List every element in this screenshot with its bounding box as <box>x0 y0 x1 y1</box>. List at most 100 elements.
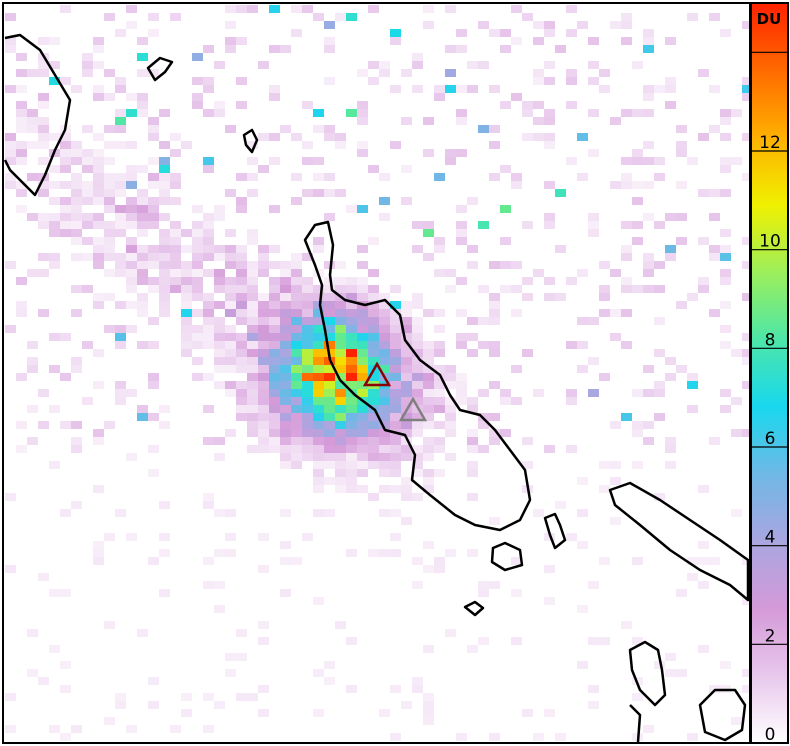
so2-pixel <box>599 461 610 469</box>
colorbar-unit-label: DU <box>757 10 782 28</box>
so2-pixel <box>324 125 335 133</box>
so2-pixel <box>720 253 731 261</box>
so2-pixel <box>434 381 445 389</box>
so2-pixel <box>71 189 82 197</box>
so2-pixel <box>302 381 313 389</box>
so2-pixel <box>16 373 27 381</box>
so2-pixel <box>654 381 665 389</box>
so2-pixel <box>621 277 632 285</box>
so2-pixel <box>280 541 291 549</box>
so2-pixel <box>159 549 170 557</box>
so2-pixel <box>313 109 324 117</box>
coastline-choiseul <box>608 481 750 602</box>
so2-pixel <box>654 85 665 93</box>
so2-pixel <box>423 477 434 485</box>
so2-pixel <box>654 221 665 229</box>
so2-pixel <box>621 285 632 293</box>
so2-pixel <box>324 661 335 669</box>
so2-pixel <box>423 397 434 405</box>
so2-pixel <box>291 261 302 269</box>
so2-pixel <box>357 205 368 213</box>
so2-pixel <box>269 157 280 165</box>
so2-pixel <box>511 5 522 13</box>
so2-pixel <box>500 165 511 173</box>
so2-pixel <box>214 245 225 253</box>
so2-pixel <box>390 549 401 557</box>
so2-pixel <box>335 141 346 149</box>
so2-pixel <box>280 293 291 301</box>
so2-pixel <box>720 661 731 669</box>
so2-pixel <box>104 253 115 261</box>
so2-pixel <box>137 405 148 413</box>
so2-pixel <box>27 365 38 373</box>
so2-pixel <box>49 589 60 597</box>
coastlines <box>3 33 750 743</box>
so2-pixel <box>247 333 258 341</box>
so2-pixel <box>390 285 401 293</box>
so2-pixel <box>324 77 335 85</box>
so2-pixel <box>236 261 247 269</box>
so2-pixel <box>82 397 93 405</box>
so2-pixel <box>291 133 302 141</box>
so2-pixel <box>269 45 280 53</box>
so2-pixel <box>115 117 126 125</box>
so2-pixel <box>60 133 71 141</box>
so2-pixel <box>489 429 500 437</box>
so2-pixel <box>379 413 390 421</box>
so2-pixel <box>181 709 192 717</box>
so2-pixel <box>412 85 423 93</box>
so2-pixel <box>148 157 159 165</box>
so2-pixel <box>60 181 71 189</box>
so2-pixel <box>643 29 654 37</box>
colorbar-tick-label: 8 <box>765 330 776 350</box>
so2-pixel <box>269 365 280 373</box>
so2-pixel <box>731 349 742 357</box>
so2-pixel <box>368 493 379 501</box>
so2-pixel <box>566 341 577 349</box>
so2-pixel <box>104 197 115 205</box>
so2-pixel <box>5 325 16 333</box>
so2-pixel <box>104 421 115 429</box>
colorbar-tick-label: 0 <box>765 725 776 745</box>
so2-pixel <box>522 293 533 301</box>
so2-pixel <box>170 253 181 261</box>
so2-pixel <box>302 445 313 453</box>
so2-pixel <box>5 13 16 21</box>
so2-pixel <box>313 341 324 349</box>
so2-pixel <box>170 181 181 189</box>
so2-pixel <box>346 325 357 333</box>
so2-pixel <box>357 437 368 445</box>
so2-pixel <box>247 381 258 389</box>
so2-pixel <box>434 325 445 333</box>
so2-pixel <box>269 93 280 101</box>
so2-pixel <box>335 453 346 461</box>
so2-pixel <box>599 85 610 93</box>
so2-pixel <box>192 245 203 253</box>
so2-pixel <box>16 141 27 149</box>
so2-pixel <box>291 357 302 365</box>
so2-pixel <box>104 269 115 277</box>
so2-pixel <box>291 421 302 429</box>
so2-pixel <box>38 421 49 429</box>
so2-pixel <box>412 493 423 501</box>
so2-pixel <box>368 301 379 309</box>
so2-pixel <box>302 373 313 381</box>
so2-pixel <box>115 181 126 189</box>
so2-pixel <box>731 509 742 517</box>
so2-pixel <box>82 221 93 229</box>
so2-pixel <box>159 269 170 277</box>
so2-pixel <box>368 373 379 381</box>
so2-pixel <box>302 349 313 357</box>
so2-pixel <box>93 61 104 69</box>
so2-pixel <box>566 389 577 397</box>
so2-pixel <box>522 13 533 21</box>
so2-pixel <box>665 461 676 469</box>
so2-pixel <box>588 77 599 85</box>
so2-pixel <box>445 285 456 293</box>
so2-pixel <box>71 445 82 453</box>
so2-pixel <box>302 397 313 405</box>
so2-pixel <box>258 685 269 693</box>
so2-pixel <box>742 381 753 389</box>
so2-pixel <box>742 357 753 365</box>
so2-pixel <box>71 237 82 245</box>
